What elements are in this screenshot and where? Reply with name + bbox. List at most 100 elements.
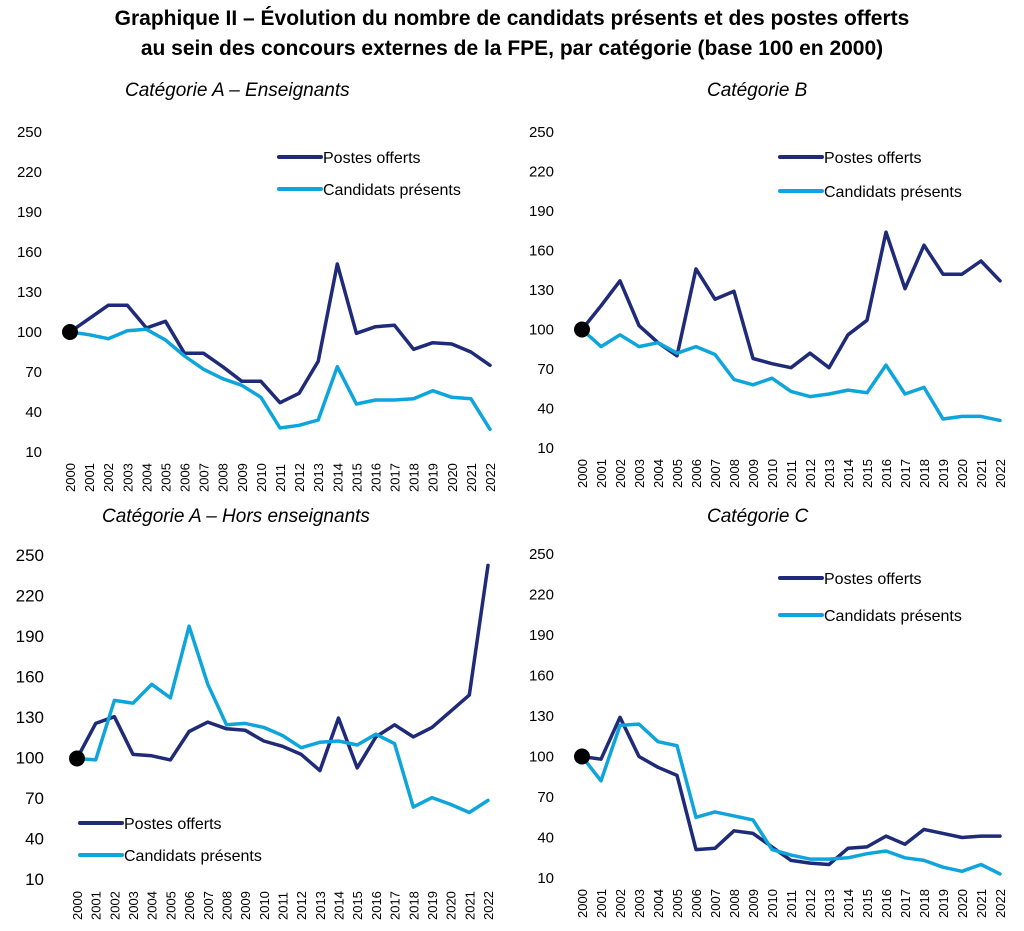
data-point-candidats-presents	[714, 810, 717, 813]
data-point-postes-offerts	[449, 710, 452, 713]
data-point-postes-offerts	[847, 333, 850, 336]
data-point-candidats-presents	[695, 816, 698, 819]
legend-label-postes-offerts: Postes offerts	[824, 571, 922, 588]
x-tick-label: 2007	[197, 463, 212, 492]
x-tick-label: 2010	[257, 891, 272, 920]
data-point-postes-offerts	[94, 722, 97, 725]
x-tick-label: 2011	[276, 892, 291, 920]
data-point-candidats-presents	[771, 377, 774, 380]
data-point-candidats-presents	[431, 389, 434, 392]
x-tick-label: 2018	[917, 459, 932, 488]
x-tick-label: 2011	[273, 464, 288, 492]
x-tick-label: 2014	[841, 459, 856, 488]
y-tick-label: 220	[17, 164, 42, 181]
data-point-postes-offerts	[961, 273, 964, 276]
base-100-marker	[62, 324, 78, 340]
x-tick-label: 2009	[238, 891, 253, 920]
x-tick-label: 2022	[993, 889, 1008, 918]
data-point-candidats-presents	[904, 393, 907, 396]
data-point-candidats-presents	[600, 345, 603, 348]
x-tick-label: 2006	[689, 459, 704, 488]
data-point-candidats-presents	[164, 339, 167, 342]
chart-panel-cat-a-enseignants: Catégorie A – Enseignants 250 220 190 160 13…	[0, 76, 512, 501]
data-point-postes-offerts	[752, 357, 755, 360]
data-point-postes-offerts	[317, 360, 320, 363]
data-point-candidats-presents	[132, 702, 135, 705]
x-tick-label: 2009	[746, 459, 761, 488]
x-tick-label: 2020	[445, 463, 460, 492]
data-point-postes-offerts	[904, 287, 907, 290]
data-point-postes-offerts	[489, 364, 492, 367]
x-tick-label: 2008	[219, 891, 234, 920]
x-tick-label: 2017	[898, 459, 913, 488]
data-point-postes-offerts	[904, 843, 907, 846]
data-point-candidats-presents	[412, 806, 415, 809]
x-tick-label: 2003	[120, 463, 135, 492]
data-point-candidats-presents	[279, 427, 282, 430]
data-point-candidats-presents	[961, 870, 964, 873]
x-tick-label: 2020	[444, 891, 459, 920]
y-tick-label: 40	[537, 401, 554, 418]
chart-title: Catégorie A – Enseignants	[125, 80, 350, 101]
data-point-candidats-presents	[923, 859, 926, 862]
series-line-candidats-presents	[68, 327, 492, 432]
base-100-marker	[574, 321, 590, 338]
y-tick-label: 250	[529, 124, 554, 141]
data-point-candidats-presents	[430, 796, 433, 799]
data-point-postes-offerts	[885, 835, 888, 838]
x-tick-label: 2010	[254, 463, 269, 492]
data-point-postes-offerts	[828, 863, 831, 866]
legend-label-postes-offerts: Postes offerts	[323, 150, 421, 167]
data-point-postes-offerts	[487, 564, 490, 567]
data-point-postes-offerts	[393, 324, 396, 327]
x-tick-label: 2016	[879, 459, 894, 488]
x-tick-label: 2021	[462, 891, 477, 920]
data-point-candidats-presents	[638, 723, 641, 726]
data-point-postes-offerts	[733, 829, 736, 832]
x-tick-label: 2017	[388, 891, 403, 920]
data-point-postes-offerts	[866, 845, 869, 848]
data-point-candidats-presents	[317, 419, 320, 422]
data-point-candidats-presents	[489, 428, 492, 431]
data-point-candidats-presents	[183, 355, 186, 358]
figure-title-line-1: Graphique II – Évolution du nombre de ca…	[114, 7, 910, 30]
x-tick-label: 2019	[425, 891, 440, 920]
x-tick-label: 2021	[974, 889, 989, 918]
data-point-postes-offerts	[150, 754, 153, 757]
x-tick-label: 2015	[350, 891, 365, 920]
legend-label-postes-offerts: Postes offerts	[124, 816, 222, 833]
y-tick-label: 160	[16, 668, 44, 687]
data-point-candidats-presents	[206, 683, 209, 686]
x-tick-label: 2011	[784, 890, 799, 918]
data-point-candidats-presents	[980, 863, 983, 866]
y-tick-label: 100	[529, 749, 554, 766]
data-point-postes-offerts	[752, 832, 755, 835]
y-tick-label: 190	[17, 204, 42, 221]
data-point-candidats-presents	[676, 352, 679, 355]
x-tick-label: 2022	[483, 463, 498, 492]
data-point-postes-offerts	[240, 380, 243, 383]
data-point-postes-offerts	[733, 290, 736, 293]
y-tick-label: 10	[25, 444, 42, 461]
data-point-candidats-presents	[847, 856, 850, 859]
x-tick-label: 2003	[126, 891, 141, 920]
chart-title: Catégorie B	[707, 80, 808, 101]
series-line-candidats-presents	[580, 722, 1002, 876]
y-tick-label: 160	[529, 243, 554, 260]
data-point-postes-offerts	[262, 739, 265, 742]
y-tick-label: 10	[537, 440, 554, 457]
data-point-postes-offerts	[942, 273, 945, 276]
data-point-candidats-presents	[866, 852, 869, 855]
data-point-candidats-presents	[790, 390, 793, 393]
series-line-postes-offerts	[68, 262, 492, 405]
x-tick-label: 2003	[632, 459, 647, 488]
data-point-candidats-presents	[225, 723, 228, 726]
data-point-candidats-presents	[847, 389, 850, 392]
x-tick-label: 2008	[727, 889, 742, 918]
x-tick-label: 2016	[368, 463, 383, 492]
x-tick-label: 2017	[388, 463, 403, 492]
x-tick-label: 2013	[822, 459, 837, 488]
data-point-candidats-presents	[923, 386, 926, 389]
